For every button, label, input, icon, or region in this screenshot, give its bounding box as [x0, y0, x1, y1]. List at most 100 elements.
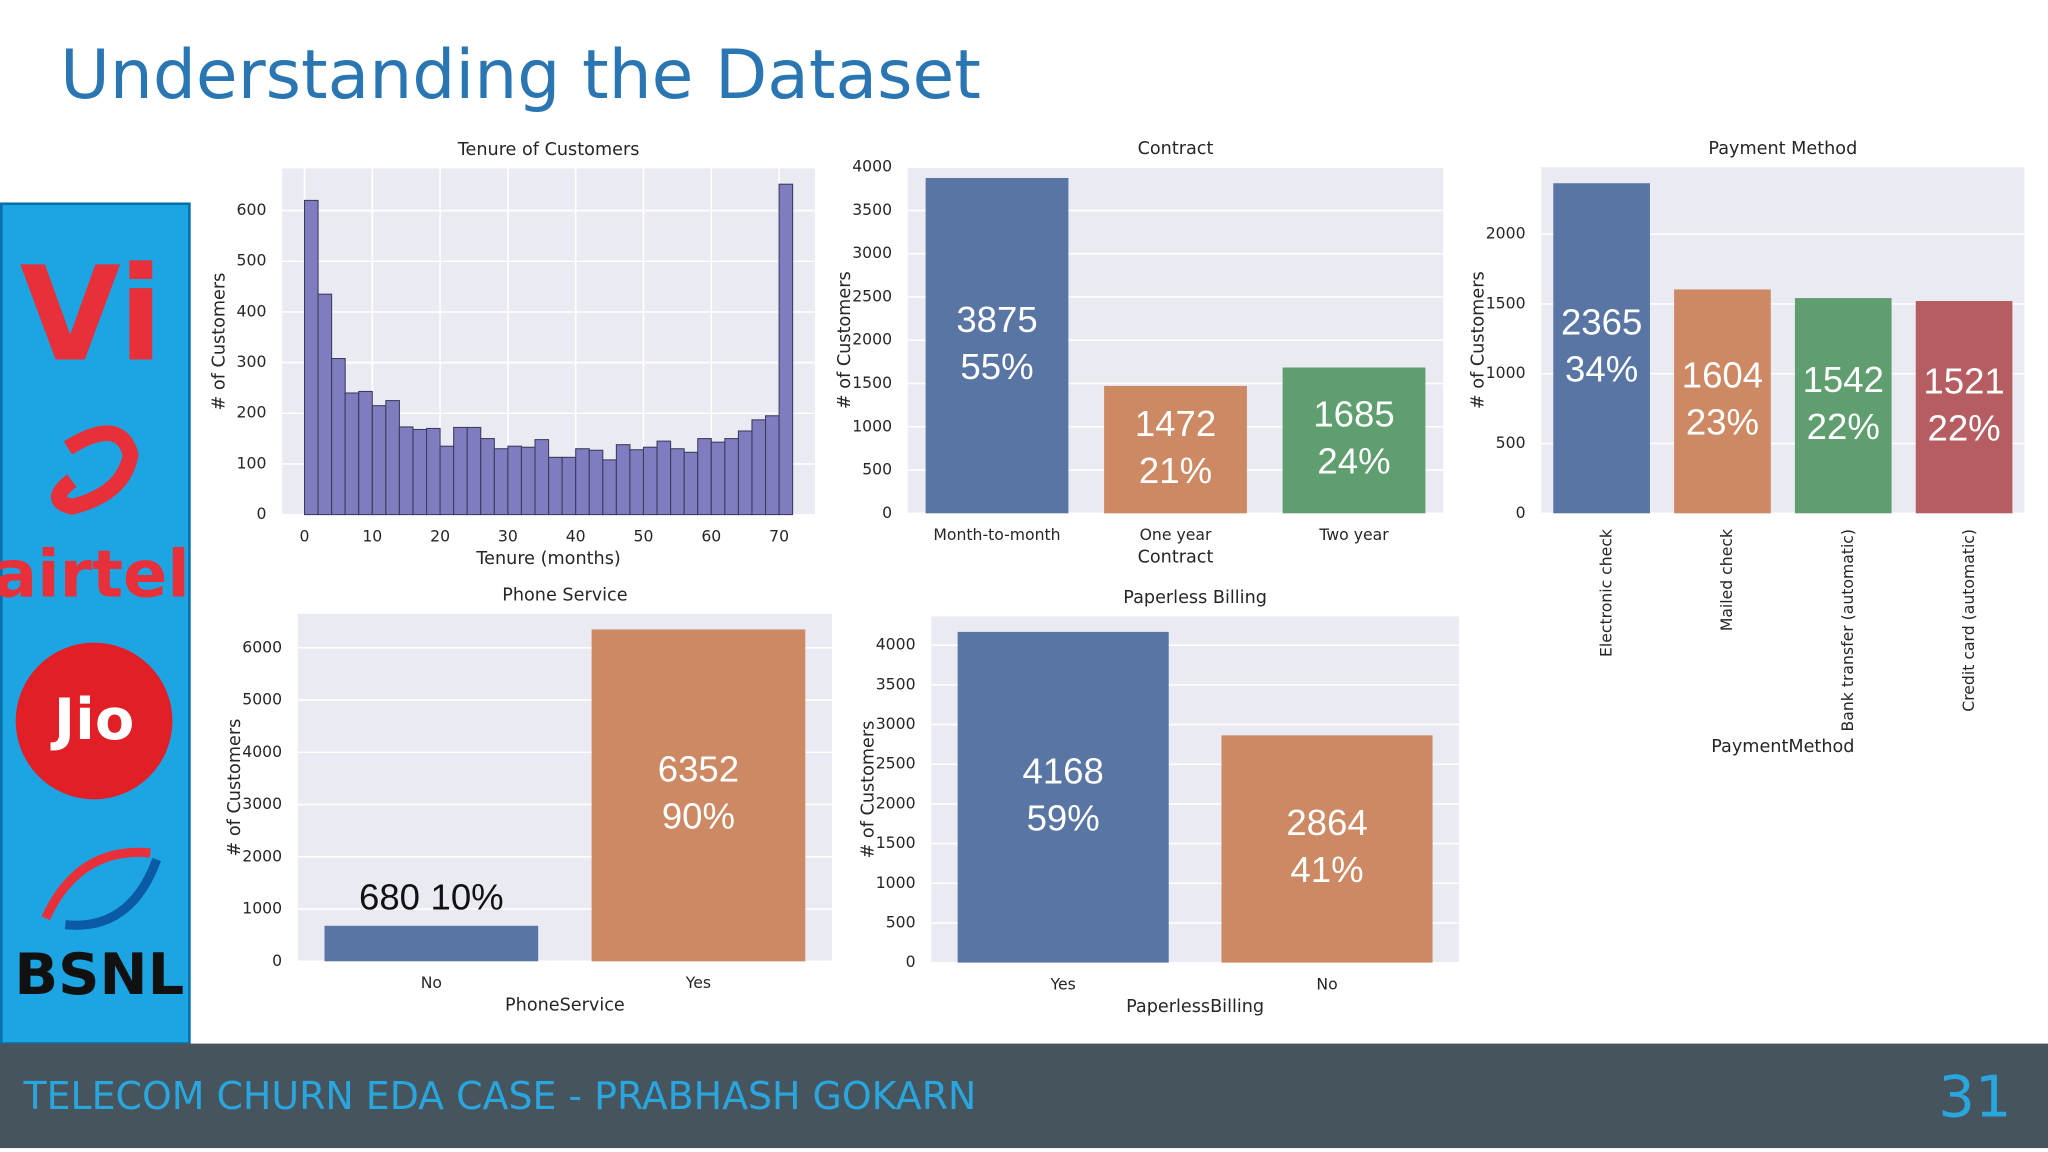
bar-value-label: 1472 [1135, 403, 1216, 444]
logo-panel: Vi airtel Jio BSNL [0, 202, 191, 1045]
y-tick-label: 2000 [242, 846, 282, 865]
x-tick-label: Month-to-month [933, 525, 1060, 544]
bar-share-label: 34% [1565, 348, 1638, 389]
histogram-bar [303, 199, 319, 516]
histogram-bar [751, 419, 767, 516]
bar-value-label: 6352 [658, 749, 739, 790]
y-tick-label: 4000 [876, 635, 916, 654]
histogram-bar [697, 438, 712, 516]
histogram-bar [344, 392, 360, 516]
y-tick-label: 500 [1496, 433, 1526, 452]
y-tick-label: 300 [237, 352, 267, 371]
y-axis-label: # of Customers [209, 273, 229, 411]
bar [1553, 183, 1650, 514]
bar-share-label: 22% [1807, 406, 1880, 447]
footer-text: TELECOM CHURN EDA CASE - PRABHASH GOKARN [23, 1074, 977, 1118]
histogram-bar [548, 456, 563, 516]
y-tick-label: 6000 [242, 637, 282, 656]
histogram-bar [683, 451, 699, 516]
y-tick-label: 2000 [876, 793, 916, 812]
y-tick-label: 3000 [242, 794, 282, 813]
bar-value-label: 2365 [1561, 301, 1642, 342]
y-tick-label: 1000 [242, 899, 282, 918]
x-tick-label: 0 [300, 526, 310, 545]
chart-title: Paperless Billing [1123, 588, 1267, 608]
y-tick-label: 0 [882, 503, 892, 522]
bar-value-label: 1521 [1923, 360, 2004, 401]
histogram-bar [710, 441, 726, 516]
bar-value-label: 1604 [1682, 355, 1763, 396]
bar-value-label: 3875 [956, 299, 1037, 340]
y-tick-label: 2500 [876, 754, 916, 773]
bar [1794, 298, 1892, 514]
x-tick-label: 40 [566, 526, 586, 545]
x-tick-label: Credit card (automatic) [1959, 529, 1978, 712]
bar-share-label: 21% [1139, 450, 1212, 491]
histogram-bar [737, 430, 753, 516]
chart: Payment Method # of Customers 0 500 1000 1500… [1469, 139, 2025, 757]
y-tick-label: 0 [256, 504, 266, 523]
histogram-bar [588, 449, 604, 516]
charts: Tenure of Customers# of Customers0100200… [209, 139, 2025, 1017]
bar-value-label: 680 [359, 876, 420, 917]
histogram-bar [331, 358, 346, 516]
histogram-bar [385, 400, 400, 516]
y-tick-label: 500 [862, 460, 892, 479]
y-axis-label: # of Customers [225, 719, 245, 857]
jio-circle [15, 642, 173, 800]
chart-title: Contract [1138, 139, 1214, 159]
y-tick-label: 100 [237, 453, 267, 472]
x-tick-label: Bank transfer (automatic) [1838, 529, 1857, 732]
bar [957, 631, 1169, 963]
x-tick-label: One year [1140, 525, 1212, 544]
chart-title: Payment Method [1708, 139, 1857, 159]
bar-share-label: 23% [1686, 402, 1759, 443]
x-axis-label: PaperlessBilling [1126, 997, 1264, 1017]
x-tick-label: Mailed check [1717, 528, 1736, 631]
y-tick-label: 500 [237, 251, 267, 270]
histogram-bar [642, 446, 658, 516]
x-tick-label: 30 [498, 526, 518, 545]
histogram-bar [466, 426, 482, 516]
logo-airtel: airtel [0, 537, 190, 613]
x-tick-label: Electronic check [1596, 528, 1615, 657]
bar-share-label: 24% [1317, 441, 1390, 482]
x-tick-label: Yes [1050, 974, 1076, 993]
y-tick-label: 0 [906, 952, 916, 971]
airtel-swirl [51, 425, 139, 515]
histogram-bar [493, 448, 509, 516]
x-tick-label: Yes [685, 973, 711, 992]
histogram-bar [575, 448, 590, 516]
histogram-bar [724, 438, 739, 516]
logo-jio: Jio [50, 686, 135, 753]
bar [1221, 735, 1433, 963]
bar-share-label: 59% [1027, 797, 1100, 838]
x-axis-label: PhoneService [505, 996, 625, 1016]
footer-band [0, 1043, 2048, 1149]
x-tick-label: Two year [1318, 525, 1389, 544]
x-tick-label: 70 [769, 526, 789, 545]
chart-title: Phone Service [502, 586, 627, 606]
x-tick-label: No [1316, 974, 1337, 993]
bar-value-label: 4168 [1023, 750, 1104, 791]
x-tick-label: 50 [634, 526, 654, 545]
bar-share-label: 55% [960, 346, 1033, 387]
histogram-bar [398, 426, 414, 516]
histogram-bar [615, 444, 631, 516]
y-tick-label: 1500 [1486, 293, 1526, 312]
chart-title: Tenure of Customers [457, 140, 640, 160]
histogram-bar [656, 440, 672, 516]
chart: Paperless Billing # of Customers 0 500 1000 1… [859, 588, 1459, 1017]
x-tick-label: 20 [430, 526, 450, 545]
bsnl-arc-red [41, 847, 151, 921]
bar [1104, 385, 1247, 514]
y-tick-label: 4000 [852, 157, 892, 176]
histogram-bar [426, 427, 441, 516]
y-tick-label: 1500 [852, 373, 892, 392]
histogram-bar [317, 293, 333, 516]
page-number: 31 [1938, 1064, 2011, 1131]
y-tick-label: 600 [237, 200, 267, 219]
histogram-bar [453, 426, 468, 516]
